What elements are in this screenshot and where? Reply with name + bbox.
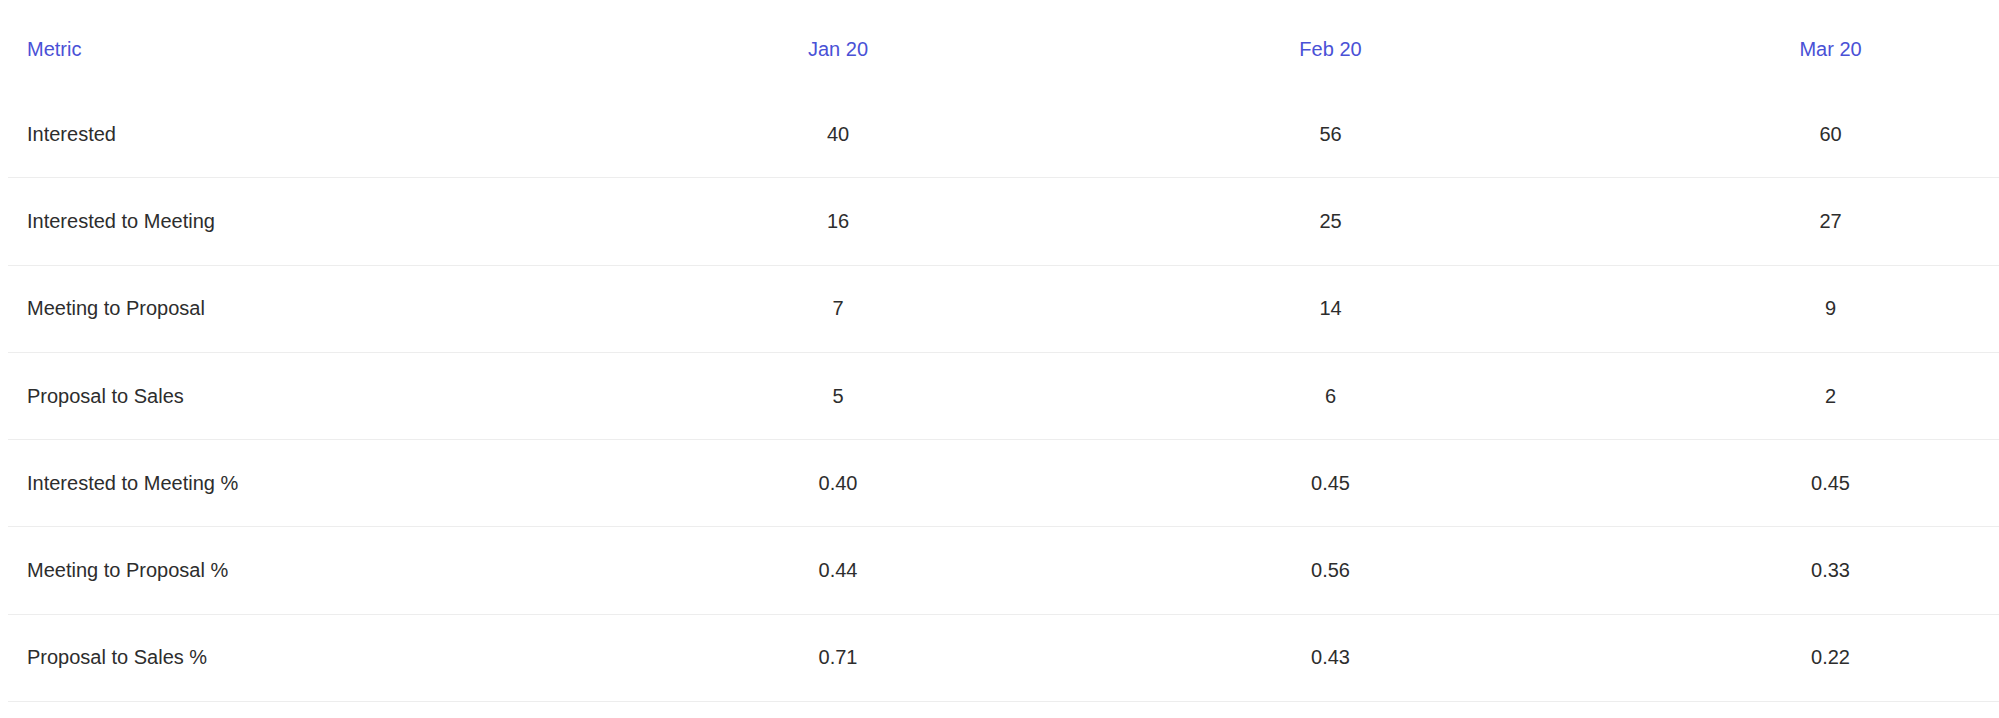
column-header-jan-20[interactable]: Jan 20 (593, 38, 1083, 61)
cell-value: 16 (593, 210, 1083, 233)
column-header-mar-20[interactable]: Mar 20 (1578, 38, 1999, 61)
cell-value: 25 (1083, 210, 1578, 233)
table-row-meeting-to-proposal-pct: Meeting to Proposal % 0.44 0.56 0.33 (8, 527, 1999, 614)
cell-value: 0.33 (1578, 559, 1999, 582)
cell-value: 9 (1578, 297, 1999, 320)
cell-value: 2 (1578, 385, 1999, 408)
metric-label: Meeting to Proposal (8, 297, 593, 320)
cell-value: 7 (593, 297, 1083, 320)
cell-value: 14 (1083, 297, 1578, 320)
table-row-proposal-to-sales-pct: Proposal to Sales % 0.71 0.43 0.22 (8, 615, 1999, 702)
table-row-interested-to-meeting-pct: Interested to Meeting % 0.40 0.45 0.45 (8, 440, 1999, 527)
cell-value: 5 (593, 385, 1083, 408)
cell-value: 0.43 (1083, 646, 1578, 669)
column-header-feb-20[interactable]: Feb 20 (1083, 38, 1578, 61)
metric-label: Interested to Meeting % (8, 472, 593, 495)
cell-value: 0.56 (1083, 559, 1578, 582)
cell-value: 56 (1083, 123, 1578, 146)
metric-label: Meeting to Proposal % (8, 559, 593, 582)
cell-value: 27 (1578, 210, 1999, 233)
metrics-table: Metric Jan 20 Feb 20 Mar 20 Interested 4… (8, 0, 1999, 702)
table-header-row: Metric Jan 20 Feb 20 Mar 20 (8, 0, 1999, 91)
cell-value: 0.45 (1083, 472, 1578, 495)
metric-label: Proposal to Sales (8, 385, 593, 408)
cell-value: 6 (1083, 385, 1578, 408)
cell-value: 0.40 (593, 472, 1083, 495)
cell-value: 40 (593, 123, 1083, 146)
cell-value: 0.44 (593, 559, 1083, 582)
metric-label: Interested (8, 123, 593, 146)
column-header-metric[interactable]: Metric (8, 38, 593, 61)
cell-value: 0.45 (1578, 472, 1999, 495)
table-row-interested-to-meeting: Interested to Meeting 16 25 27 (8, 178, 1999, 265)
table-row-proposal-to-sales: Proposal to Sales 5 6 2 (8, 353, 1999, 440)
metric-label: Interested to Meeting (8, 210, 593, 233)
metric-label: Proposal to Sales % (8, 646, 593, 669)
table-row-meeting-to-proposal: Meeting to Proposal 7 14 9 (8, 266, 1999, 353)
cell-value: 0.71 (593, 646, 1083, 669)
cell-value: 0.22 (1578, 646, 1999, 669)
cell-value: 60 (1578, 123, 1999, 146)
table-row-interested: Interested 40 56 60 (8, 91, 1999, 178)
